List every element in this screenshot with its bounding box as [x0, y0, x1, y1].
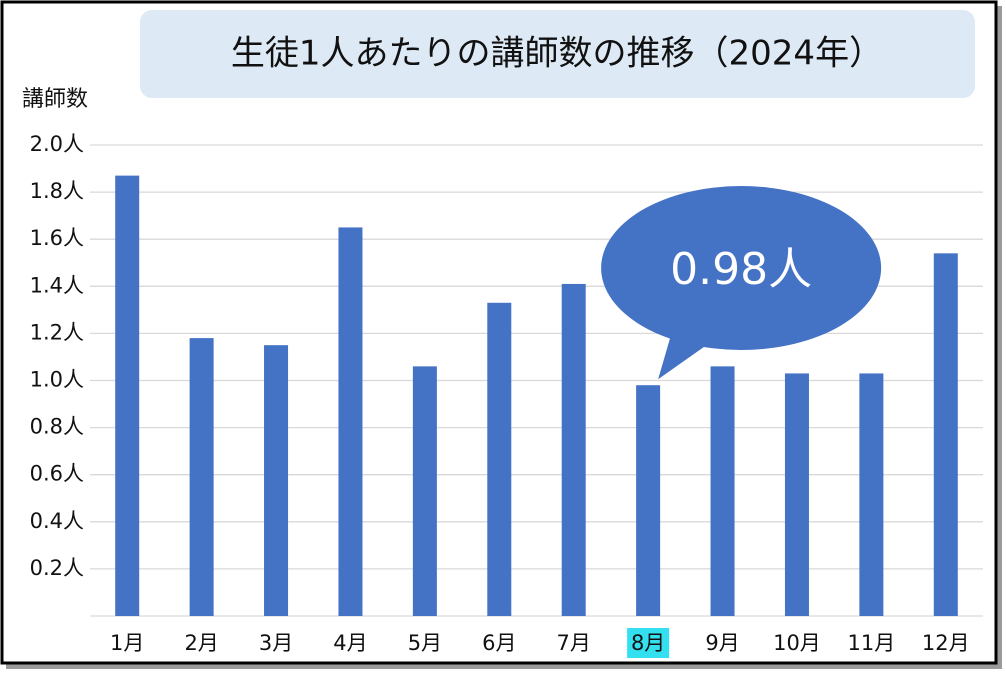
bar: [338, 227, 363, 617]
bar: [710, 366, 735, 616]
callout-bubble: [658, 338, 709, 380]
bar: [487, 302, 512, 616]
x-tick-label: 8月: [631, 631, 665, 655]
data-label: 0.98人: [670, 244, 812, 295]
x-tick-label: 2月: [184, 631, 218, 655]
y-tick-label: 2.0人: [30, 132, 84, 156]
bar: [859, 373, 884, 616]
bar: [636, 385, 661, 616]
y-tick-label: 1.8人: [30, 179, 84, 203]
x-tick-label: 5月: [408, 631, 442, 655]
callout-bubble: [601, 186, 882, 350]
x-tick-label: 10月: [773, 631, 821, 655]
y-tick-label: 0.2人: [30, 556, 84, 580]
x-tick-label: 3月: [259, 631, 293, 655]
bar: [412, 366, 437, 616]
x-tick-label: 6月: [482, 631, 516, 655]
bar: [115, 175, 140, 617]
y-tick-label: 1.4人: [30, 273, 84, 297]
bar: [264, 345, 289, 616]
x-tick-label: 12月: [922, 631, 970, 655]
bar: [933, 253, 958, 616]
bar: [784, 373, 809, 616]
y-tick-label: 0.4人: [30, 509, 84, 533]
bar: [189, 338, 214, 616]
chart-title: 生徒1人あたりの講師数の推移（2024年）: [231, 34, 883, 74]
y-tick-label: 0.6人: [30, 462, 84, 486]
x-tick-label: 7月: [557, 631, 591, 655]
category-highlight: [627, 628, 670, 658]
y-tick-label: 1.6人: [30, 226, 84, 250]
y-axis-label: 講師数: [22, 87, 88, 112]
x-tick-label: 9月: [705, 631, 739, 655]
y-tick-label: 1.0人: [30, 368, 84, 392]
title-box: [140, 10, 975, 98]
y-tick-label: 1.2人: [30, 320, 84, 344]
y-tick-label: 0.8人: [30, 415, 84, 439]
x-tick-label: 4月: [333, 631, 367, 655]
bar: [561, 283, 586, 616]
x-tick-label: 1月: [110, 631, 144, 655]
x-tick-label: 11月: [848, 631, 896, 655]
